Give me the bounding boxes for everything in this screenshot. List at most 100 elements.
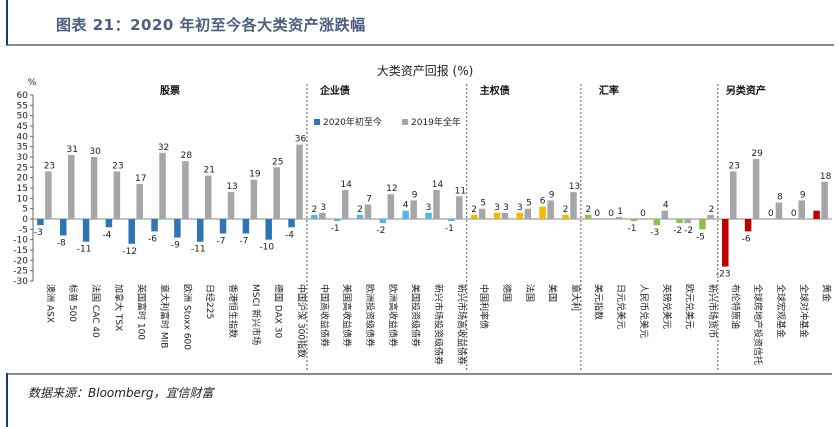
bar-2020-ytd bbox=[219, 219, 227, 234]
y-tick-label: -15 bbox=[13, 246, 28, 256]
value-label-2019-full-year: 23 bbox=[112, 161, 123, 171]
value-label-2020-ytd: -1 bbox=[445, 224, 454, 234]
value-label-2020-ytd: -2 bbox=[673, 226, 682, 236]
y-tick-label: 55 bbox=[17, 101, 28, 111]
bar-2019-full-year bbox=[456, 196, 463, 219]
value-label-2019-full-year: 12 bbox=[386, 184, 397, 194]
category-label: 全球对冲基金 bbox=[798, 284, 810, 338]
y-tick-label: 5 bbox=[22, 205, 28, 215]
value-label-2020-ytd: -1 bbox=[627, 224, 636, 234]
value-label-2020-ytd: 3 bbox=[426, 203, 432, 213]
value-label-2019-full-year: 13 bbox=[226, 182, 237, 192]
value-label-2020-ytd: -23 bbox=[716, 270, 731, 280]
category-label: 新兴市场高收益债券 bbox=[455, 284, 467, 365]
bar-2020-ytd bbox=[37, 219, 44, 226]
bar-2019-full-year bbox=[296, 144, 303, 219]
y-tick-label: -10 bbox=[13, 236, 28, 246]
y-tick-label: 35 bbox=[17, 143, 28, 153]
y-tick-label: 20 bbox=[17, 174, 29, 184]
category-label: 加拿大 TSX bbox=[113, 284, 125, 331]
value-label-2020-ytd: 2 bbox=[471, 205, 477, 215]
y-tick-label: 30 bbox=[17, 153, 29, 163]
value-label-2020-ytd: -2 bbox=[376, 226, 385, 236]
value-label-2020-ytd: -3 bbox=[650, 228, 659, 238]
value-label-2019-full-year: 8 bbox=[777, 192, 783, 202]
bar-2020-ytd bbox=[722, 219, 729, 267]
value-label-2020-ytd: -12 bbox=[122, 247, 137, 257]
bar-2020-ytd bbox=[562, 214, 569, 219]
value-label-2020-ytd: -9 bbox=[171, 241, 180, 251]
category-label: 中国高收益债券 bbox=[318, 284, 330, 347]
bar-2019-full-year bbox=[341, 190, 349, 219]
bar-2019-full-year bbox=[90, 157, 98, 219]
bar-2019-full-year bbox=[113, 171, 121, 219]
category-label: 欧洲投资级债券 bbox=[364, 284, 376, 347]
value-label-2020-ytd: 0 bbox=[768, 209, 774, 219]
category-label: 美元指数 bbox=[592, 284, 604, 320]
category-label: 美国高收益债券 bbox=[341, 284, 353, 347]
value-label-2019-full-year: 1 bbox=[617, 207, 623, 217]
value-label-2019-full-year: 21 bbox=[203, 166, 214, 176]
value-label-2019-full-year: 0 bbox=[594, 209, 600, 219]
bar-2020-ytd bbox=[333, 219, 341, 222]
bar-2019-full-year bbox=[250, 179, 258, 219]
value-label-2019-full-year: 2 bbox=[709, 205, 715, 215]
value-label-2019-full-year: 14 bbox=[340, 180, 352, 190]
bar-2020-ytd bbox=[744, 219, 752, 232]
value-label-2019-full-year: 13 bbox=[569, 182, 580, 192]
category-label: 德国 DAX 30 bbox=[273, 284, 285, 339]
bar-2020-ytd bbox=[105, 219, 113, 228]
bar-2019-full-year bbox=[319, 212, 326, 219]
legend-label: 2020年初至今 bbox=[323, 116, 382, 128]
bar-2020-ytd bbox=[813, 210, 820, 219]
bar-2019-full-year bbox=[387, 194, 395, 219]
bar-2019-full-year bbox=[159, 152, 166, 219]
legend-label: 2019年全年 bbox=[411, 116, 461, 128]
value-label-2019-full-year: 3 bbox=[503, 203, 509, 213]
value-label-2019-full-year: 17 bbox=[135, 174, 146, 184]
value-label-2020-ytd: 4 bbox=[403, 201, 409, 211]
value-label-2020-ytd: 0 bbox=[791, 209, 797, 219]
bar-2019-full-year bbox=[570, 192, 577, 219]
bar-2019-full-year bbox=[227, 192, 235, 219]
value-label-2020-ytd: -4 bbox=[285, 230, 294, 240]
y-axis-unit: % bbox=[28, 78, 37, 88]
value-label-2020-ytd: 0 bbox=[608, 209, 614, 219]
bar-2019-full-year bbox=[273, 167, 280, 219]
y-tick-label: -30 bbox=[13, 277, 28, 287]
category-label: 法国 CAC 40 bbox=[90, 284, 102, 338]
value-label-2020-ytd: -7 bbox=[217, 236, 226, 246]
value-label-2019-full-year: 19 bbox=[249, 170, 261, 180]
category-label: 澳洲 ASX bbox=[44, 284, 56, 323]
bar-2020-ytd bbox=[174, 219, 181, 238]
bar-2019-full-year bbox=[524, 208, 532, 219]
value-label-2019-full-year: 5 bbox=[526, 199, 532, 209]
bar-2020-ytd bbox=[630, 219, 638, 222]
value-label-2020-ytd: -6 bbox=[742, 234, 751, 244]
value-label-2020-ytd: -11 bbox=[191, 245, 206, 255]
y-tick-label: -5 bbox=[19, 225, 28, 235]
value-label-2019-full-year: 32 bbox=[158, 143, 169, 153]
bar-2020-ytd bbox=[311, 214, 318, 219]
category-label: 香港恒生指数 bbox=[227, 284, 239, 338]
bar-2020-ytd bbox=[82, 219, 90, 242]
y-tick-label: 50 bbox=[17, 112, 29, 122]
page-title: 图表 21：2020 年初至今各大类资产涨跌幅 bbox=[56, 16, 366, 34]
category-label: 全球宏观基金 bbox=[775, 284, 787, 338]
bar-2020-ytd bbox=[676, 219, 683, 224]
bar-2020-ytd bbox=[425, 212, 432, 219]
y-tick-label: 25 bbox=[17, 163, 28, 173]
bar-2019-full-year bbox=[182, 161, 189, 219]
bar-2019-full-year bbox=[730, 171, 737, 219]
bar-2019-full-year bbox=[433, 190, 440, 219]
bar-2019-full-year bbox=[798, 200, 806, 219]
value-label-2019-full-year: 3 bbox=[320, 203, 326, 213]
bar-2020-ytd bbox=[539, 206, 546, 219]
value-label-2019-full-year: 28 bbox=[181, 151, 193, 161]
group-label: 企业债 bbox=[319, 84, 350, 97]
bar-2020-ytd bbox=[448, 219, 455, 222]
value-label-2020-ytd: -1 bbox=[331, 224, 340, 234]
value-label-2019-full-year: 0 bbox=[640, 209, 646, 219]
category-label: 日元兑美元 bbox=[615, 284, 627, 329]
